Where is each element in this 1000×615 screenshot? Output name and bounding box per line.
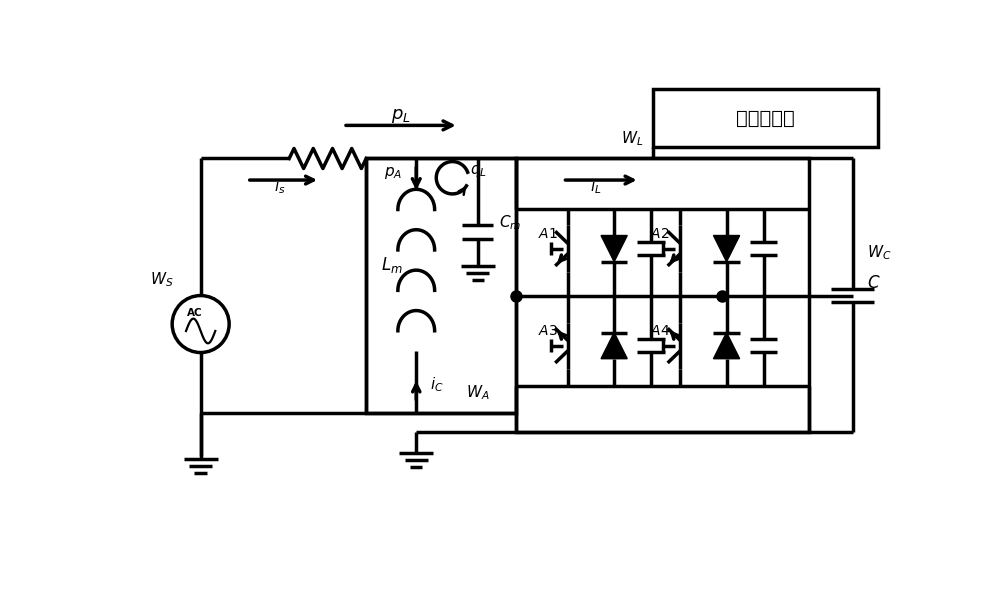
Polygon shape <box>713 333 740 359</box>
Text: $A1$: $A1$ <box>538 227 558 241</box>
Text: $i_L$: $i_L$ <box>590 177 601 196</box>
Text: $L_m$: $L_m$ <box>381 255 403 275</box>
Text: $A4$: $A4$ <box>650 324 670 338</box>
Text: 非线性负载: 非线性负载 <box>736 109 795 127</box>
Text: $C$: $C$ <box>867 274 880 292</box>
Text: AC: AC <box>187 308 202 319</box>
Text: $i_s$: $i_s$ <box>274 177 286 196</box>
Text: $p_A$: $p_A$ <box>384 165 402 181</box>
Bar <box>516 159 809 432</box>
Bar <box>653 89 878 147</box>
Text: $W_S$: $W_S$ <box>150 270 174 288</box>
Text: $A3$: $A3$ <box>538 324 558 338</box>
Text: $i_C$: $i_C$ <box>430 376 444 394</box>
Text: $C_m$: $C_m$ <box>499 214 521 232</box>
Polygon shape <box>601 236 627 261</box>
Text: $A2$: $A2$ <box>650 227 670 241</box>
Text: $W_A$: $W_A$ <box>466 383 490 402</box>
Text: $W_C$: $W_C$ <box>867 243 891 262</box>
Text: $p_L$: $p_L$ <box>391 107 411 125</box>
Polygon shape <box>713 236 740 261</box>
Text: $q_L$: $q_L$ <box>470 163 487 179</box>
Text: $W_L$: $W_L$ <box>621 129 643 148</box>
Polygon shape <box>601 333 627 359</box>
Bar <box>366 159 516 413</box>
